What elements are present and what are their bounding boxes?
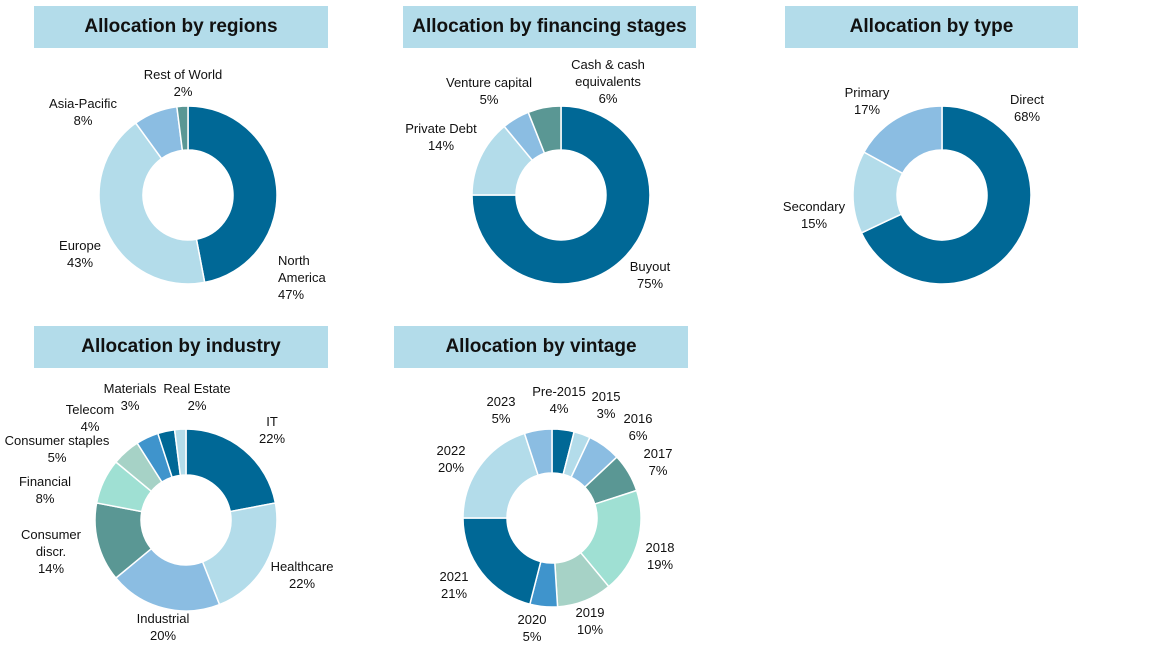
- slice-label-2016: 2016 6%: [624, 411, 653, 443]
- slice-label-private-debt: Private Debt 14%: [405, 121, 477, 153]
- slice-cash-cash-equivalents: [527, 105, 562, 155]
- slice-label-direct: Direct 68%: [1010, 92, 1044, 124]
- slice-label-it: IT 22%: [259, 414, 285, 446]
- slice-rest-of-world: [176, 105, 189, 152]
- slice-label-healthcare: Healthcare 22%: [271, 559, 334, 591]
- slice-buyout: [471, 105, 651, 285]
- slice-label-2017: 2017 7%: [644, 446, 673, 478]
- vintage-chart-title: Allocation by vintage: [394, 326, 688, 368]
- slice-label-buyout: Buyout 75%: [630, 259, 671, 291]
- slice-label-materials: Materials 3%: [104, 381, 157, 413]
- slice-2023: [523, 428, 553, 477]
- financing-stages-chart-title: Allocation by financing stages: [403, 6, 696, 48]
- slice-2021: [462, 517, 542, 606]
- slice-primary: [862, 105, 943, 175]
- slice-2022: [462, 432, 540, 519]
- slice-label-primary: Primary 17%: [845, 85, 890, 117]
- slice-label-consumer-discr: Consumer discr. 14%: [21, 527, 82, 576]
- slice-label-venture-capital: Venture capital 5%: [446, 75, 532, 107]
- slice-real-estate: [173, 428, 187, 477]
- slice-label-asia-pacific: Asia-Pacific 8%: [49, 96, 117, 128]
- type-chart-title: Allocation by type: [785, 6, 1078, 48]
- slice-label-real-estate: Real Estate 2%: [163, 381, 230, 413]
- industry-chart-title: Allocation by industry: [34, 326, 328, 368]
- slice-label-europe: Europe 43%: [59, 238, 101, 270]
- slice-label-2015: 2015 3%: [592, 389, 621, 421]
- slice-label-cash-cash-equivalents: Cash & cash equivalents 6%: [571, 57, 645, 106]
- slice-europe: [98, 121, 206, 285]
- slice-label-financial: Financial 8%: [19, 474, 71, 506]
- slice-label-2019: 2019 10%: [576, 605, 605, 637]
- slice-label-secondary: Secondary 15%: [783, 199, 846, 231]
- slice-label-2020: 2020 5%: [518, 612, 547, 644]
- slice-label-2022: 2022 20%: [437, 443, 466, 475]
- slice-north-america: [187, 105, 278, 284]
- slice-label-2018: 2018 19%: [646, 540, 675, 572]
- slice-direct: [860, 105, 1032, 285]
- slice-label-north-america: North America 47%: [278, 253, 326, 302]
- slice-label-2021: 2021 21%: [440, 569, 469, 601]
- regions-chart-title: Allocation by regions: [34, 6, 328, 48]
- slice-label-telecom: Telecom 4%: [66, 402, 114, 434]
- slice-label-2023: 2023 5%: [487, 394, 516, 426]
- slice-label-consumer-staples: Consumer staples 5%: [5, 433, 110, 465]
- slice-label-industrial: Industrial 20%: [137, 611, 190, 643]
- slice-label-rest-of-world: Rest of World 2%: [144, 67, 223, 99]
- slice-label-pre-2015: Pre-2015 4%: [532, 384, 585, 416]
